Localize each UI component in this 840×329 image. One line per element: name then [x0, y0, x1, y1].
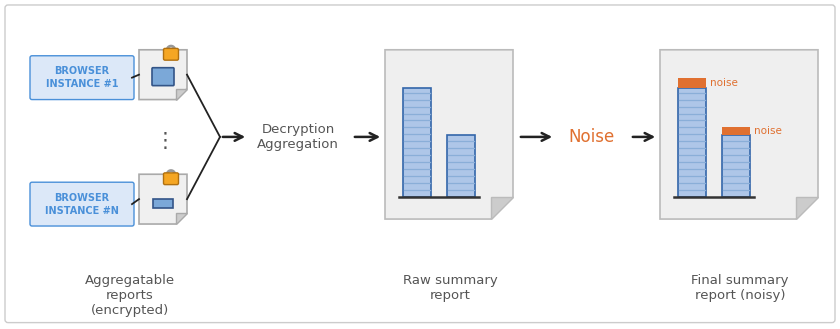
Polygon shape [139, 50, 187, 100]
Polygon shape [796, 197, 818, 219]
Polygon shape [385, 50, 513, 219]
FancyBboxPatch shape [5, 5, 835, 323]
Text: BROWSER
INSTANCE #1: BROWSER INSTANCE #1 [45, 66, 118, 89]
Text: noise: noise [710, 78, 738, 88]
Bar [678, 88, 706, 197]
Polygon shape [176, 89, 187, 100]
FancyBboxPatch shape [164, 48, 179, 60]
FancyBboxPatch shape [30, 182, 134, 226]
Bar [722, 127, 750, 136]
Bar [722, 136, 750, 197]
Text: Decryption
Aggregation: Decryption Aggregation [257, 123, 339, 151]
FancyBboxPatch shape [30, 56, 134, 100]
FancyBboxPatch shape [152, 68, 174, 86]
Bar [447, 136, 475, 197]
Text: ⋮: ⋮ [155, 131, 176, 151]
Text: Raw summary
report: Raw summary report [402, 274, 497, 302]
Bar [678, 78, 706, 88]
Text: Aggregatable
reports
(encrypted): Aggregatable reports (encrypted) [85, 274, 175, 317]
Text: Noise: Noise [569, 128, 615, 146]
Polygon shape [660, 50, 818, 219]
Polygon shape [491, 197, 513, 219]
Polygon shape [176, 213, 187, 224]
Text: Final summary
report (noisy): Final summary report (noisy) [691, 274, 789, 302]
Text: noise: noise [754, 126, 782, 137]
Polygon shape [139, 174, 187, 224]
FancyBboxPatch shape [164, 173, 179, 185]
Bar [153, 199, 173, 208]
Bar [403, 88, 431, 197]
Text: BROWSER
INSTANCE #N: BROWSER INSTANCE #N [45, 192, 119, 216]
